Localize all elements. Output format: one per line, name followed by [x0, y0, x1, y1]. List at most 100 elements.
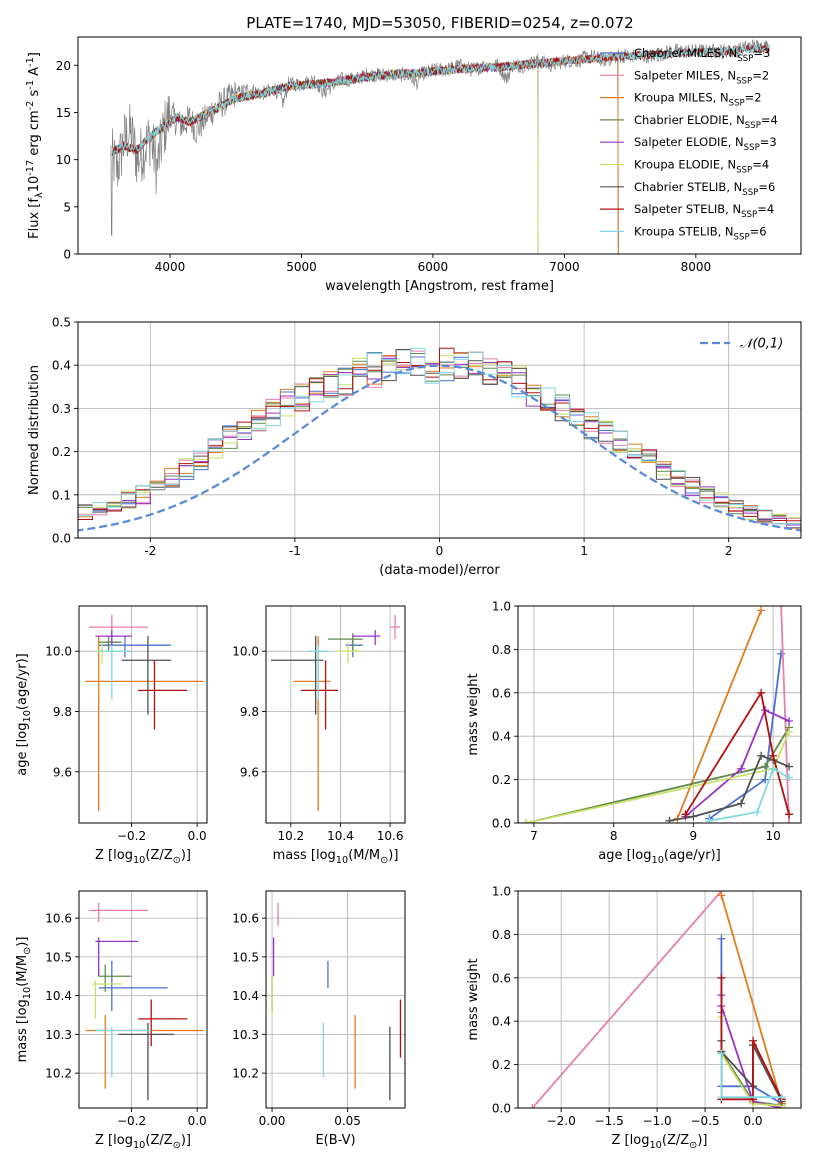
x-tick-label: 0.05 [334, 1114, 361, 1128]
gaussian-legend-label: 𝒩(0,1) [740, 337, 783, 352]
y-tick-label: 0.2 [492, 1058, 511, 1072]
x-axis-label: Z [log10(Z/Z⊙)] [95, 848, 191, 866]
axes-frame [78, 890, 208, 1109]
spectrum-legend: Chabrier MILES, NSSP=3 Salpeter MILES, NS… [600, 46, 778, 242]
y-axis-label: mass weight [466, 673, 481, 755]
panel-age-vs-Z: −0.2 0.0 9.6 9.8 10.0 Z [log10(Z/Z⊙)] age [log… [15, 605, 208, 866]
residual-histogram-8 [78, 347, 801, 525]
y-tick-label: 10.0 [45, 645, 72, 659]
legend-label-6: Chabrier STELIB, NSSP=6 [634, 180, 775, 198]
x-tick-label: 1 [580, 544, 588, 558]
axes-decor-age-vs-mass: 10.2 10.4 10.6 9.6 9.8 10.0 mass [log10(M/M⊙)] [232, 605, 406, 866]
plot-area-mass-vs-Z [85, 902, 204, 1101]
panel-mass-weight-vs-Z: −2.0 −1.5 −1.0 −0.5 0.0 0.0 0.2 0.4 0.6 0.8 1.0 Z [… [466, 885, 802, 1151]
weight-marker-6 [689, 812, 698, 821]
y-tick-label: 0.4 [52, 359, 71, 373]
axes-decor-residuals: -2 -1 0 1 2 0.0 0.1 0.2 0.3 0.4 0.5 (data-model)/er… [27, 316, 802, 578]
plot-area-mass-weight-vs-age [521, 606, 794, 823]
plot-area-residuals [78, 347, 801, 532]
x-tick-label: 0.00 [259, 1114, 286, 1128]
weight-marker-1 [785, 819, 794, 823]
panel-mass-weight-vs-age: 7 8 9 10 0.0 0.2 0.4 0.6 0.8 1.0 age [log10(age/yr… [466, 600, 802, 866]
x-tick-label: 0.0 [188, 1114, 207, 1128]
weight-marker-8 [777, 1093, 786, 1102]
y-tick-label: 0.6 [492, 686, 511, 700]
y-tick-label: 0.0 [52, 532, 71, 546]
weight-marker-6 [785, 762, 794, 771]
weight-marker-8 [769, 764, 778, 773]
y-tick-label: 9.8 [53, 705, 72, 719]
y-tick-label: 0.0 [492, 817, 511, 831]
x-tick-label: 9 [690, 829, 698, 843]
y-tick-label: 10.6 [232, 912, 259, 926]
weight-marker-4 [737, 764, 746, 773]
legend-label-5: Kroupa ELODIE, NSSP=4 [634, 158, 769, 176]
model-spectrum-3 [156, 58, 539, 254]
residual-histogram-4 [78, 357, 801, 528]
y-axis-label: Normed distribution [27, 365, 42, 495]
legend-label-7: Salpeter STELIB, NSSP=4 [634, 202, 774, 220]
weight-line-5 [525, 731, 790, 823]
y-tick-label: 5 [63, 200, 71, 214]
y-tick-label: 10.6 [45, 912, 72, 926]
weight-line-3 [525, 727, 790, 823]
weight-marker-2 [717, 891, 726, 900]
y-tick-label: 15 [56, 106, 71, 120]
x-axis-label: Z [log10(Z/Z⊙)] [612, 1133, 708, 1151]
x-tick-label: 10.2 [277, 829, 304, 843]
axes-decor-spectrum: 4000 5000 6000 7000 8000 0 5 10 15 20 wavelength [… [25, 36, 802, 294]
y-axis-label: mass [log10(M/M⊙)] [15, 937, 33, 1063]
weight-marker-0 [717, 934, 726, 943]
model-spectrum-2 [111, 52, 619, 254]
legend-label-8: Kroupa STELIB, NSSP=6 [634, 224, 767, 242]
model-spectrum-8 [111, 43, 770, 157]
x-tick-label: −1.5 [595, 1114, 624, 1128]
x-axis-label: E(B-V) [315, 1133, 355, 1148]
x-axis-label: age [log10(age/yr)] [598, 848, 721, 866]
legend-label-4: Salpeter ELODIE, NSSP=3 [634, 135, 777, 153]
y-tick-label: 0.4 [492, 1015, 511, 1029]
residual-histogram-1 [78, 350, 801, 530]
x-tick-label: 0.0 [188, 829, 207, 843]
y-tick-label: 0.2 [492, 773, 511, 787]
weight-marker-7 [785, 810, 794, 819]
axes-frame [517, 605, 802, 824]
axes-decor-mass-weight-vs-age: 7 8 9 10 0.0 0.2 0.4 0.6 0.8 1.0 age [log10(age/yr… [466, 600, 802, 866]
weight-marker-7 [749, 1036, 758, 1045]
weight-line-4 [720, 995, 782, 1108]
model-spectrum-4 [156, 58, 539, 254]
y-tick-label: 10.3 [45, 1028, 72, 1042]
y-tick-label: 10 [56, 153, 71, 167]
y-tick-label: 10.4 [232, 989, 259, 1003]
plot-area-spectrum [110, 39, 770, 254]
axes-frame [265, 605, 406, 824]
y-tick-label: 0.8 [492, 643, 511, 657]
x-axis-label: (data-model)/error [379, 563, 500, 578]
y-tick-label: 0.6 [492, 971, 511, 985]
weight-marker-7 [717, 973, 726, 982]
axes-decor-mass-weight-vs-Z: −2.0 −1.5 −1.0 −0.5 0.0 0.0 0.2 0.4 0.6 0.8 1.0 Z [… [466, 885, 802, 1151]
weight-marker-4 [785, 717, 794, 726]
y-tick-label: 0.8 [492, 928, 511, 942]
weight-marker-2 [757, 606, 766, 615]
x-tick-label: 0 [436, 544, 444, 558]
y-tick-label: 10.0 [232, 645, 259, 659]
weight-marker-8 [717, 1049, 726, 1058]
x-axis-label: wavelength [Angstrom, rest frame] [325, 279, 554, 294]
y-tick-label: 10.4 [45, 989, 72, 1003]
y-tick-label: 10.5 [232, 950, 259, 964]
x-tick-label: -1 [289, 544, 301, 558]
plot-area-age-vs-mass [270, 615, 401, 811]
axes-decor-mass-vs-EBV: 0.00 0.05 10.2 10.3 10.4 10.5 10.6 E(B-V) [232, 890, 406, 1148]
weight-line-7 [684, 690, 790, 815]
weight-marker-8 [717, 1093, 726, 1102]
x-tick-label: 4000 [155, 260, 186, 274]
panel-mass-vs-EBV: 0.00 0.05 10.2 10.3 10.4 10.5 10.6 E(B-V) [232, 890, 406, 1148]
weight-line-7 [720, 977, 783, 1101]
weight-marker-7 [769, 751, 778, 760]
panel-age-vs-mass: 10.2 10.4 10.6 9.6 9.8 10.0 mass [log10(M/M⊙)] [232, 605, 406, 866]
weight-marker-0 [761, 775, 770, 784]
y-axis-label: Flux [fλ10-17 erg cm-2 s-1 A-1] [25, 52, 45, 239]
x-tick-label: −0.2 [117, 1114, 146, 1128]
x-tick-label: 0.0 [743, 1114, 762, 1128]
